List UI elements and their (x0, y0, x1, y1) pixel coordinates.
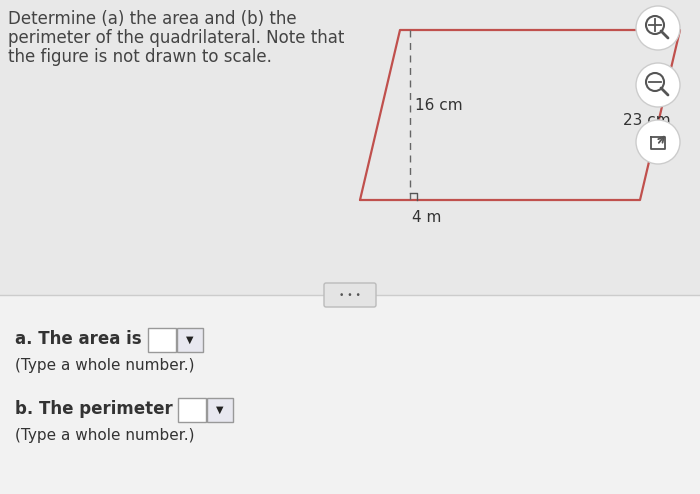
Text: (Type a whole number.): (Type a whole number.) (15, 428, 195, 443)
Bar (177, 328, 203, 352)
Text: 4 m: 4 m (412, 210, 442, 225)
Text: 23 cm: 23 cm (623, 113, 671, 127)
Text: ▼: ▼ (186, 335, 194, 345)
Circle shape (636, 63, 680, 107)
Bar (0, 0, 700, 295)
Circle shape (636, 6, 680, 50)
Text: 16 cm: 16 cm (415, 97, 463, 113)
Circle shape (636, 120, 680, 164)
Text: • • •: • • • (339, 290, 361, 299)
FancyBboxPatch shape (324, 283, 376, 307)
Text: ▼: ▼ (216, 405, 224, 415)
Bar (148, 328, 176, 352)
Text: a. The area is: a. The area is (15, 330, 141, 348)
Text: perimeter of the quadrilateral. Note that: perimeter of the quadrilateral. Note tha… (8, 29, 344, 47)
Bar (207, 398, 233, 422)
Text: the figure is not drawn to scale.: the figure is not drawn to scale. (8, 48, 272, 66)
Text: Determine (a) the area and (b) the: Determine (a) the area and (b) the (8, 10, 297, 28)
Text: (Type a whole number.): (Type a whole number.) (15, 358, 195, 373)
Bar (178, 398, 206, 422)
Bar (0, 295, 700, 494)
Text: b. The perimeter is: b. The perimeter is (15, 400, 194, 418)
